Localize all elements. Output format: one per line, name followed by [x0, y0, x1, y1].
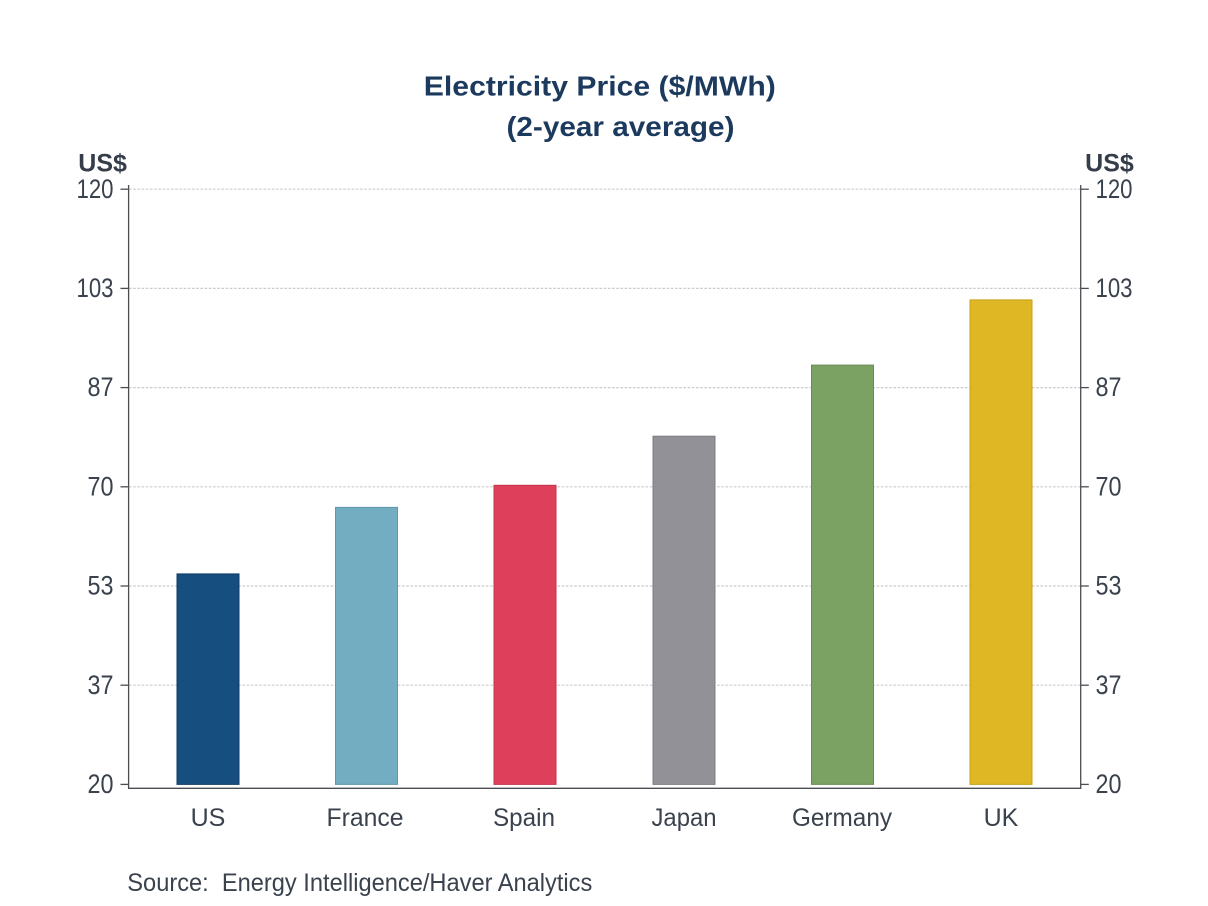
svg-text:70: 70	[1096, 471, 1122, 501]
svg-text:Electricity Price ($/MWh): Electricity Price ($/MWh)	[424, 71, 776, 102]
svg-text:Germany: Germany	[792, 804, 892, 832]
svg-text:UK: UK	[984, 804, 1019, 832]
svg-text:70: 70	[88, 471, 114, 501]
svg-text:US: US	[191, 804, 226, 832]
svg-text:103: 103	[77, 273, 114, 303]
svg-text:US$: US$	[1085, 150, 1134, 178]
svg-text:53: 53	[1096, 571, 1122, 601]
svg-text:Spain: Spain	[493, 804, 555, 832]
svg-text:20: 20	[88, 769, 114, 799]
svg-text:France: France	[327, 804, 404, 832]
svg-text:103: 103	[1096, 273, 1133, 303]
svg-text:Source: Energy Intelligence/H: Source: Energy Intelligence/Haver Analyt…	[127, 869, 592, 897]
svg-text:Japan: Japan	[652, 804, 717, 832]
svg-text:120: 120	[1096, 174, 1133, 204]
svg-text:120: 120	[77, 174, 114, 204]
svg-text:87: 87	[88, 372, 114, 402]
svg-text:20: 20	[1096, 769, 1122, 799]
svg-text:87: 87	[1096, 372, 1122, 402]
svg-text:37: 37	[88, 670, 114, 700]
svg-text:(2-year average): (2-year average)	[507, 111, 735, 142]
svg-text:37: 37	[1096, 670, 1122, 700]
svg-text:53: 53	[88, 571, 114, 601]
svg-text:US$: US$	[78, 150, 127, 178]
